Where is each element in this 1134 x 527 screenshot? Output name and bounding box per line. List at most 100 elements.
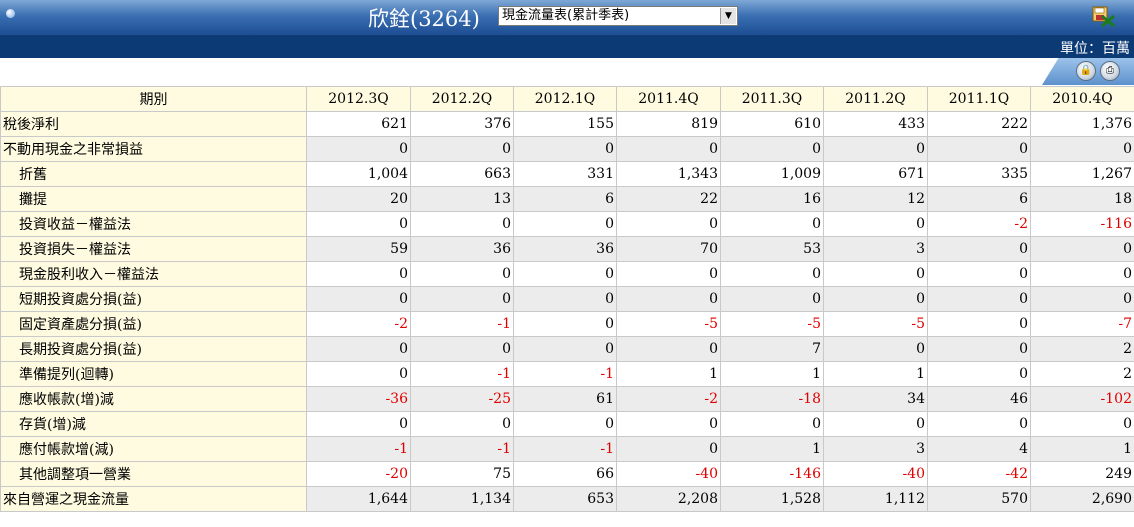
value-cell: 0 [823,336,928,362]
table-row: 固定資產處分損(益) -2 -1 0 -5 -5 -5 0 -7 [0,311,1134,337]
value-cell: -146 [720,461,824,487]
value-cell: -1 [410,311,514,337]
value-cell: 155 [513,111,617,137]
value-cell: 16 [720,186,824,212]
value-cell: 0 [513,261,617,287]
value-cell: 663 [410,161,514,187]
value-cell: 376 [410,111,514,137]
value-cell: 0 [513,136,617,162]
value-cell: 0 [927,261,1031,287]
row-label: 投資損失－權益法 [0,236,307,262]
row-label: 攤提 [0,186,307,212]
column-header: 2012.2Q [410,86,514,112]
value-cell: 0 [823,261,928,287]
value-cell: 7 [720,336,824,362]
value-cell: 335 [927,161,1031,187]
value-cell: 0 [616,261,721,287]
value-cell: 570 [927,486,1031,512]
value-cell: 0 [927,311,1031,337]
value-cell: 0 [823,211,928,237]
value-cell: 0 [306,261,411,287]
value-cell: -36 [306,386,411,412]
value-cell: 46 [927,386,1031,412]
export-excel-icon[interactable] [1092,6,1116,28]
value-cell: 1,528 [720,486,824,512]
value-cell: 3 [823,436,928,462]
row-label: 不動用現金之非常損益 [0,136,307,162]
value-cell: 0 [720,411,824,437]
value-cell: 0 [410,336,514,362]
value-cell: -1 [410,436,514,462]
value-cell: 0 [1030,261,1134,287]
value-cell: 0 [410,286,514,312]
value-cell: -7 [1030,311,1134,337]
table-row: 應付帳款增(減) -1 -1 -1 0 1 3 4 1 [0,436,1134,462]
value-cell: -5 [720,311,824,337]
value-cell: 621 [306,111,411,137]
value-cell: 0 [306,211,411,237]
row-label: 折舊 [0,161,307,187]
value-cell: 0 [513,286,617,312]
value-cell: 671 [823,161,928,187]
value-cell: 70 [616,236,721,262]
value-cell: 1,004 [306,161,411,187]
cash-flow-table: 期別 2012.3Q 2012.2Q 2012.1Q 2011.4Q 2011.… [0,86,1134,512]
value-cell: 0 [616,211,721,237]
table-row: 應收帳款(增)減 -36 -25 61 -2 -18 34 46 -102 [0,386,1134,412]
value-cell: 66 [513,461,617,487]
row-label: 稅後淨利 [0,111,307,137]
value-cell: 0 [823,411,928,437]
value-cell: 36 [410,236,514,262]
row-label: 應付帳款增(減) [0,436,307,462]
value-cell: 0 [616,286,721,312]
table-row: 其他調整項一營業 -20 75 66 -40 -146 -40 -42 249 [0,461,1134,487]
value-cell: 1 [720,436,824,462]
value-cell: 0 [720,211,824,237]
table-header-row: 期別 2012.3Q 2012.2Q 2012.1Q 2011.4Q 2011.… [0,86,1134,112]
value-cell: 0 [513,211,617,237]
value-cell: 6 [513,186,617,212]
value-cell: -5 [823,311,928,337]
table-row: 攤提 20 13 6 22 16 12 6 18 [0,186,1134,212]
table-row: 短期投資處分損(益) 0 0 0 0 0 0 0 0 [0,286,1134,312]
row-label: 投資收益－權益法 [0,211,307,237]
row-label: 準備提列(迴轉) [0,361,307,387]
value-cell: 22 [616,186,721,212]
value-cell: -1 [513,361,617,387]
chevron-down-icon[interactable]: ▼ [720,8,736,24]
table-row: 投資收益－權益法 0 0 0 0 0 0 -2 -116 [0,211,1134,237]
value-cell: -20 [306,461,411,487]
row-label: 其他調整項一營業 [0,461,307,487]
value-cell: 0 [410,411,514,437]
row-label: 現金股利收入－權益法 [0,261,307,287]
value-cell: -42 [927,461,1031,487]
tool-bar: 🔒 ⎙ [0,58,1134,85]
value-cell: -18 [720,386,824,412]
value-cell: 1 [616,361,721,387]
value-cell: 1,644 [306,486,411,512]
table-row: 折舊 1,004 663 331 1,343 1,009 671 335 1,267 [0,161,1134,187]
value-cell: 1,112 [823,486,928,512]
value-cell: 222 [927,111,1031,137]
table-row: 來自營運之現金流量 1,644 1,134 653 2,208 1,528 1,112 570… [0,486,1134,512]
value-cell: 0 [306,411,411,437]
print-icon[interactable]: ⎙ [1100,61,1120,81]
value-cell: 2,208 [616,486,721,512]
value-cell: -2 [306,311,411,337]
value-cell: 2 [1030,361,1134,387]
value-cell: 1 [720,361,824,387]
lock-icon[interactable]: 🔒 [1076,61,1096,81]
value-cell: 0 [616,436,721,462]
value-cell: 0 [306,286,411,312]
value-cell: 1 [1030,436,1134,462]
report-type-select[interactable]: 現金流量表(累計季表) ▼ [498,6,738,26]
value-cell: 3 [823,236,928,262]
value-cell: 0 [410,261,514,287]
value-cell: 13 [410,186,514,212]
value-cell: 1,134 [410,486,514,512]
value-cell: -40 [616,461,721,487]
row-label: 短期投資處分損(益) [0,286,307,312]
value-cell: 0 [410,211,514,237]
value-cell: 0 [513,336,617,362]
value-cell: 0 [1030,411,1134,437]
